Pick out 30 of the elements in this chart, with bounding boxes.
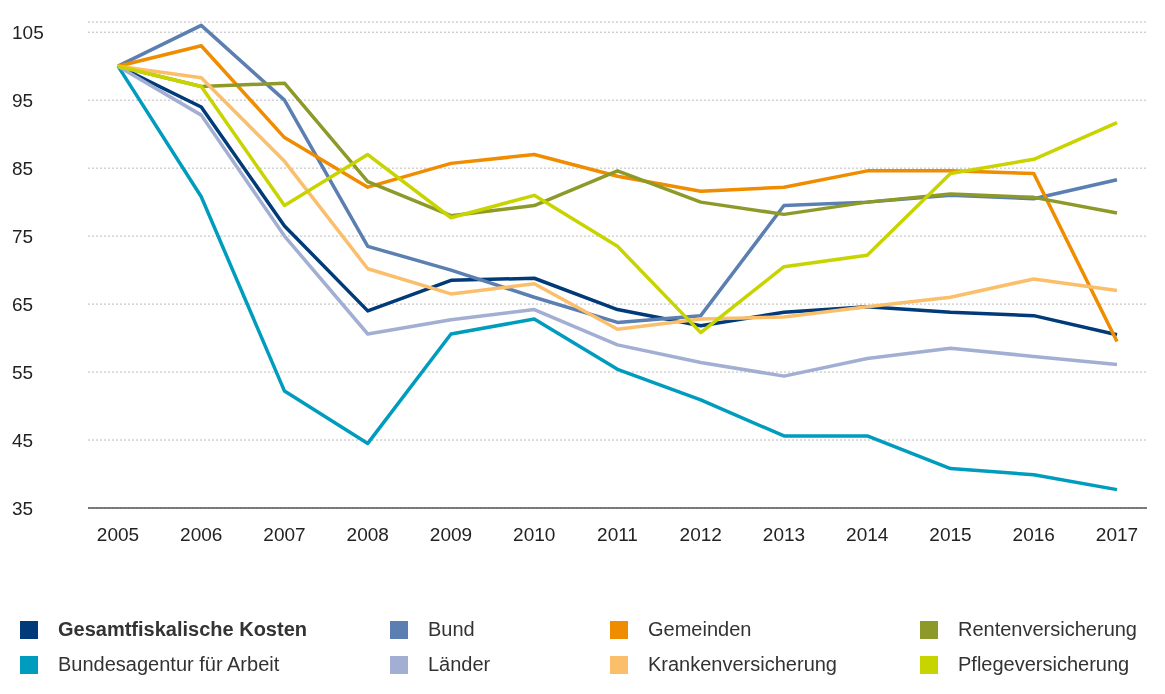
line-series	[116, 64, 1119, 492]
x-tick-label: 2016	[1012, 524, 1055, 546]
x-tick-label: 2007	[263, 524, 306, 546]
legend-label: Rentenversicherung	[957, 618, 1138, 641]
x-tick-label: 2013	[762, 524, 806, 546]
x-tick-label: 2011	[597, 524, 638, 546]
legend-label: Länder	[427, 653, 492, 676]
y-tick-label: 55	[12, 361, 34, 383]
y-tick-label: 45	[12, 429, 34, 451]
y-tick-label: 35	[12, 497, 34, 519]
legend-label: Gemeinden	[647, 618, 753, 641]
legend-label: Bund	[427, 618, 476, 641]
y-tick-label: 95	[12, 89, 34, 111]
y-tick-label: 85	[12, 157, 34, 179]
legend-label: Gesamtfiskalische Kosten	[57, 618, 308, 641]
x-tick-label: 2014	[846, 524, 889, 546]
y-tick-label: 75	[12, 225, 34, 247]
x-tick-label: 2012	[679, 524, 722, 546]
x-tick-label: 2017	[1095, 524, 1139, 546]
y-tick-label: 65	[12, 293, 34, 315]
legend-label: Krankenversicherung	[647, 653, 838, 676]
x-tick-label: 2005	[96, 524, 140, 546]
x-tick-label: 2006	[180, 524, 223, 546]
legend-label: Bundesagentur für Arbeit	[57, 653, 281, 676]
x-tick-label: 2015	[929, 524, 972, 546]
legend-label: Pflegeversicherung	[957, 653, 1131, 676]
x-tick-label: 2008	[346, 524, 389, 546]
y-tick-label: 105	[12, 21, 44, 43]
x-tick-label: 2010	[513, 524, 556, 546]
x-tick-label: 2009	[429, 524, 473, 546]
